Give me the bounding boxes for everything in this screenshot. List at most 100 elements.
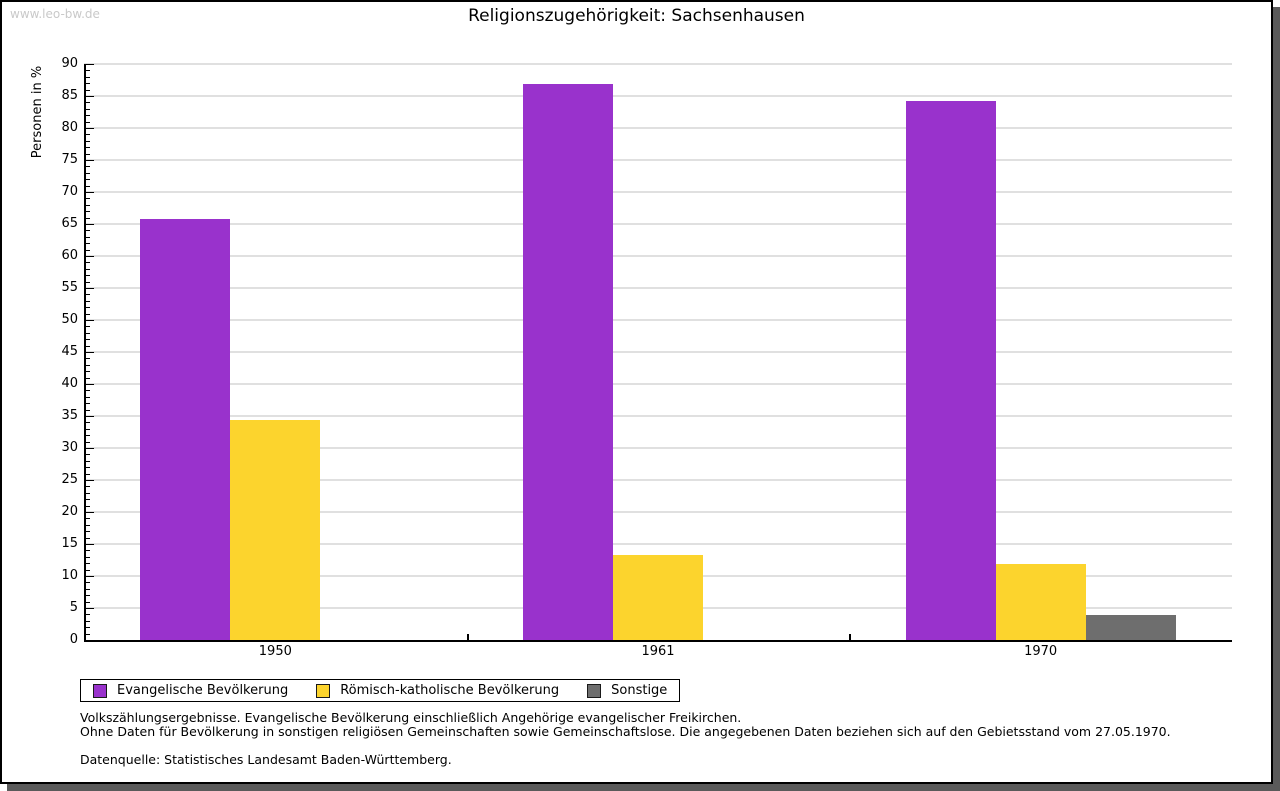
y-tick <box>86 211 90 213</box>
y-tick <box>86 64 94 65</box>
y-tick <box>86 601 90 603</box>
y-tick <box>86 499 90 501</box>
y-tick <box>86 531 90 533</box>
gridline <box>84 543 1232 545</box>
y-tick <box>86 102 90 104</box>
y-tick <box>86 108 90 110</box>
y-tick <box>86 544 94 545</box>
y-tick <box>86 96 94 97</box>
y-tick <box>86 83 90 85</box>
bar-1970-evangelisch <box>905 101 996 640</box>
y-tick-label: 0 <box>69 632 78 647</box>
gridline <box>84 479 1232 481</box>
gridline <box>84 287 1232 289</box>
y-tick-label: 45 <box>61 344 78 359</box>
y-tick-label: 55 <box>61 280 78 295</box>
y-tick <box>86 569 90 571</box>
footnote-line-1: Volkszählungsergebnisse. Evangelische Be… <box>80 710 742 725</box>
y-tick <box>86 556 90 558</box>
y-tick <box>86 320 94 321</box>
y-tick <box>86 288 94 289</box>
y-tick <box>86 332 90 334</box>
y-tick <box>86 198 90 200</box>
y-tick <box>86 243 90 245</box>
y-tick-label: 40 <box>61 376 78 391</box>
chart-title: Religionszugehörigkeit: Sachsenhausen <box>468 6 805 26</box>
watermark: www.leo-bw.de <box>10 7 100 21</box>
y-tick <box>86 448 94 449</box>
legend-label: Evangelische Bevölkerung <box>117 683 289 698</box>
y-tick <box>86 217 90 219</box>
legend-swatch <box>93 683 107 698</box>
gridline <box>84 159 1232 161</box>
y-tick <box>86 140 90 142</box>
y-tick <box>86 147 90 149</box>
bar-1970-katholisch <box>995 563 1086 640</box>
y-tick <box>86 179 90 181</box>
y-axis-line <box>84 64 86 642</box>
legend-swatch <box>587 683 602 698</box>
y-tick <box>86 345 90 347</box>
legend-label: Sonstige <box>611 683 668 698</box>
y-tick <box>86 608 94 609</box>
footnote-line-2: Ohne Daten für Bevölkerung in sonstigen … <box>80 724 1171 739</box>
y-tick <box>86 185 90 187</box>
y-tick <box>86 268 90 270</box>
y-tick <box>86 582 90 584</box>
y-tick-label: 15 <box>61 536 78 551</box>
y-tick <box>86 204 90 206</box>
y-tick <box>86 230 90 232</box>
y-tick <box>86 390 90 392</box>
y-tick <box>86 281 90 283</box>
bar-1950-evangelisch <box>140 218 231 640</box>
y-tick <box>86 396 90 398</box>
y-tick <box>86 576 94 577</box>
gridline <box>84 447 1232 449</box>
x-axis-line <box>84 640 1232 642</box>
y-tick <box>86 371 90 373</box>
y-tick <box>86 192 94 193</box>
y-tick <box>86 435 90 437</box>
gridline <box>84 127 1232 129</box>
y-tick <box>86 166 90 168</box>
y-tick <box>86 480 94 481</box>
y-tick-label: 35 <box>61 408 78 423</box>
gridline <box>84 191 1232 193</box>
y-tick-label: 50 <box>61 312 78 327</box>
gridline <box>84 223 1232 225</box>
y-tick <box>86 512 94 513</box>
y-tick <box>86 134 90 136</box>
bar-1950-katholisch <box>230 419 321 640</box>
gridline <box>84 95 1232 97</box>
y-tick <box>86 537 90 539</box>
y-tick <box>86 339 90 341</box>
legend-label: Römisch-katholische Bevölkerung <box>340 683 560 698</box>
x-tick-label: 1950 <box>258 644 292 659</box>
y-tick <box>86 364 90 366</box>
y-tick <box>86 300 90 302</box>
y-tick <box>86 172 90 174</box>
y-tick <box>86 89 90 91</box>
y-tick <box>86 460 90 462</box>
y-tick <box>86 550 90 552</box>
y-tick <box>86 256 94 257</box>
y-tick <box>86 313 90 315</box>
y-tick <box>86 160 94 161</box>
y-tick <box>86 70 90 72</box>
y-tick <box>86 128 94 129</box>
bar-1961-evangelisch <box>523 83 613 640</box>
y-tick <box>86 563 90 565</box>
y-tick <box>86 633 90 635</box>
y-tick <box>86 416 94 417</box>
y-tick-label: 10 <box>61 568 78 583</box>
gridline <box>84 415 1232 417</box>
gridline <box>84 255 1232 257</box>
y-tick <box>86 358 90 360</box>
y-tick-label: 65 <box>61 216 78 231</box>
y-tick <box>86 620 90 622</box>
legend: Evangelische Bevölkerung Römisch-katholis… <box>80 679 681 702</box>
y-tick <box>86 627 90 629</box>
gridline <box>84 383 1232 385</box>
y-tick <box>86 307 90 309</box>
y-tick <box>86 249 90 251</box>
